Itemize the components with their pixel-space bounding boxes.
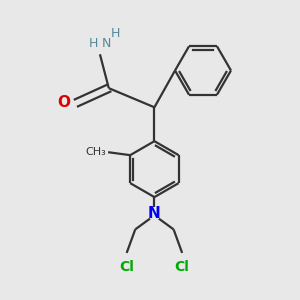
Text: Cl: Cl: [119, 260, 134, 274]
Text: O: O: [57, 95, 70, 110]
Text: CH₃: CH₃: [85, 147, 106, 157]
Text: N: N: [101, 37, 111, 50]
Text: H: H: [89, 37, 98, 50]
Text: N: N: [148, 206, 161, 221]
Text: Cl: Cl: [175, 260, 190, 274]
Text: H: H: [111, 28, 121, 40]
